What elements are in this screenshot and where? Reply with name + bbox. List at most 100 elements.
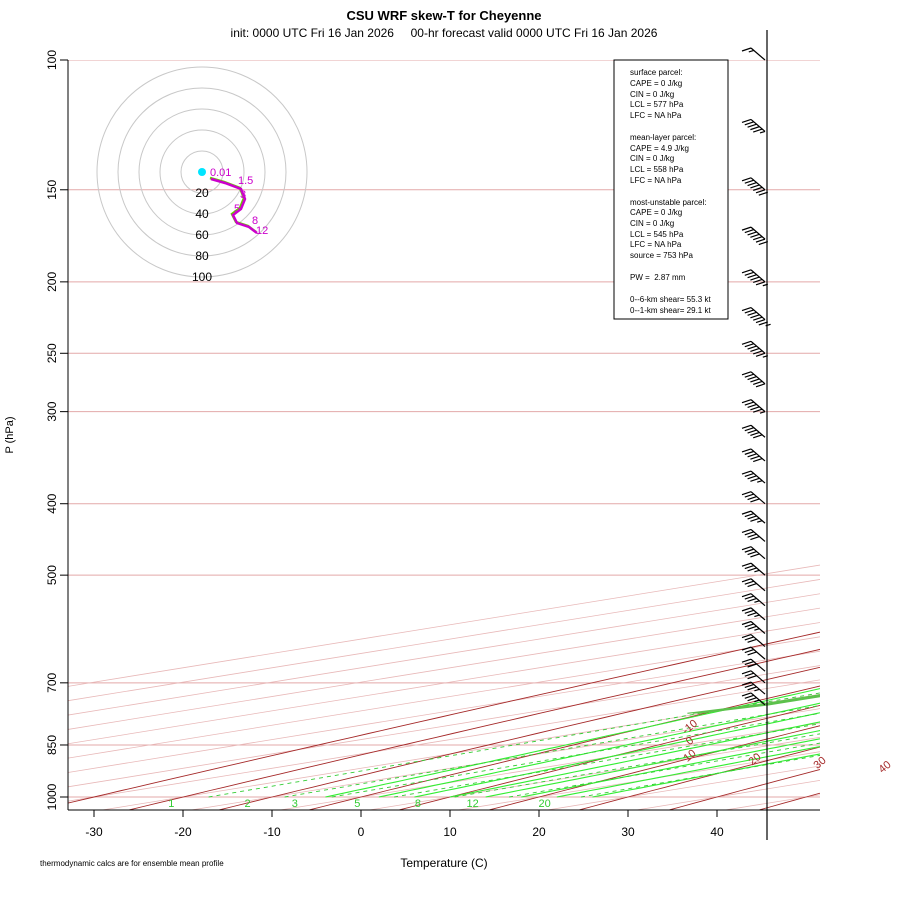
- wind-barb-flag: [750, 406, 760, 411]
- wind-barb-flag: [741, 620, 752, 626]
- wind-barb: [741, 226, 768, 246]
- wind-barb-flag: [747, 345, 757, 350]
- wind-barb-flag: [747, 533, 757, 538]
- x-tick-label: 30: [621, 825, 635, 839]
- wind-barb-flag: [747, 686, 757, 691]
- wind-barb-flag: [744, 609, 754, 614]
- hodograph-ring-label: 20: [195, 186, 209, 200]
- chart-title: CSU WRF skew-T for Cheyenne: [346, 8, 541, 23]
- wind-barb: [741, 681, 766, 695]
- wind-barb: [741, 510, 766, 524]
- shear-0-6km: 0--6-km shear= 55.3 kt: [630, 295, 711, 304]
- y-tick-label: 850: [45, 735, 59, 755]
- wind-barb-flag: [747, 429, 757, 434]
- wind-barb-flag: [747, 582, 757, 588]
- wind-barb-flag: [741, 510, 752, 515]
- isotherm-line: [68, 622, 820, 745]
- wind-barb-flag: [747, 550, 757, 556]
- most-unstable-cin: CIN = 0 J/kg: [630, 219, 674, 228]
- x-tick-label: -10: [263, 825, 281, 839]
- wind-barb-flag: [753, 278, 763, 284]
- wind-barb-flag: [741, 658, 752, 663]
- wind-barb-flag: [744, 564, 754, 570]
- wind-barb-flag: [747, 651, 757, 656]
- hodograph-height-label: 8: [252, 215, 258, 227]
- dry-adiabat: [307, 685, 820, 810]
- wind-barb-flag: [750, 184, 760, 189]
- wind-barb-flag: [747, 403, 757, 409]
- moist-adiabat: [378, 702, 820, 798]
- hodograph-ring: [159, 129, 245, 215]
- wind-barb: [741, 118, 766, 134]
- most-unstable-source: source = 753 hPa: [630, 251, 693, 260]
- wind-barb-half-flag: [762, 283, 768, 287]
- wind-barb-flag: [747, 311, 757, 316]
- surface-cape: CAPE = 0 J/kg: [630, 79, 682, 88]
- y-tick-label: 400: [45, 493, 59, 513]
- isotherm-line: [277, 722, 820, 810]
- wind-barb-flag: [750, 498, 760, 503]
- hodograph-trace-magenta: [210, 177, 258, 234]
- isotherm-label: 30: [812, 755, 829, 772]
- mean-layer-cin: CIN = 0 J/kg: [630, 154, 674, 163]
- wind-barb-flag: [744, 683, 754, 689]
- wind-barb-flag: [758, 321, 768, 326]
- wind-barb-flag: [758, 240, 768, 246]
- isotherm-label: 40: [877, 759, 894, 776]
- hodograph-height-label: 12: [256, 225, 268, 237]
- wind-barb-flag: [741, 470, 752, 475]
- wind-barb-flag: [741, 177, 752, 182]
- wind-barb-flag: [744, 580, 754, 585]
- mean-layer-lcl: LCL = 558 hPa: [630, 165, 684, 174]
- wind-barb-flag: [744, 472, 754, 478]
- wind-barb-flag: [744, 373, 754, 378]
- x-tick-label: -20: [174, 825, 192, 839]
- wind-barb-flag: [741, 47, 752, 52]
- parcel-info-text: surface parcel: CAPE = 0 J/kg CIN = 0 J/…: [630, 68, 711, 315]
- wind-barb-flag: [741, 448, 752, 453]
- wind-barb-flag: [747, 612, 757, 617]
- hodograph-ring-label: 40: [195, 207, 209, 221]
- wind-barb-flag: [744, 661, 754, 666]
- y-tick-label: 150: [45, 179, 59, 199]
- hodograph-height-label: 3: [240, 189, 246, 201]
- wind-barb-flag: [753, 434, 763, 439]
- wind-barb-flag: [744, 121, 754, 126]
- wind-barb: [741, 593, 766, 607]
- moist-adiabat: [521, 738, 820, 798]
- wind-barb: [741, 424, 766, 439]
- wind-barb-flag: [747, 625, 757, 630]
- wind-barb-flag: [755, 383, 766, 388]
- hodograph-ring: [96, 66, 308, 278]
- moist-adiabat: [325, 688, 820, 798]
- footnote: thermodynamic calcs are for ensemble mea…: [40, 859, 224, 868]
- wind-barb-flag: [753, 350, 763, 355]
- chart-subtitle: init: 0000 UTC Fri 16 Jan 2026 00-hr for…: [231, 26, 658, 40]
- wind-barb: [741, 491, 766, 505]
- wind-barb-flag: [755, 238, 766, 243]
- dry-adiabat: [577, 746, 820, 810]
- wind-barb: [741, 177, 768, 196]
- wind-barb-flag: [741, 269, 752, 274]
- mean-layer-title: mean-layer parcel:: [630, 133, 696, 142]
- wind-barb-half-flag: [759, 411, 766, 414]
- wind-barb: [741, 448, 766, 463]
- wind-barb: [741, 633, 766, 648]
- surface-title: surface parcel:: [630, 68, 682, 77]
- precipitable-water: PW = 2.87 mm: [630, 273, 686, 282]
- isotherm-line: [68, 607, 820, 730]
- wind-barb-shaft: [750, 47, 766, 61]
- wind-barb-flag: [741, 633, 752, 639]
- isotherm-line: [722, 794, 820, 810]
- wind-barb-flag: [741, 528, 752, 533]
- wind-barb-flag: [755, 318, 766, 324]
- dry-adiabat: [68, 631, 820, 804]
- wind-barb: [741, 340, 768, 358]
- wind-barb-flag: [747, 123, 757, 128]
- hodograph-ring: [117, 87, 287, 257]
- mixing-ratio-label: 12: [466, 798, 478, 810]
- wind-barb-flag: [747, 376, 757, 381]
